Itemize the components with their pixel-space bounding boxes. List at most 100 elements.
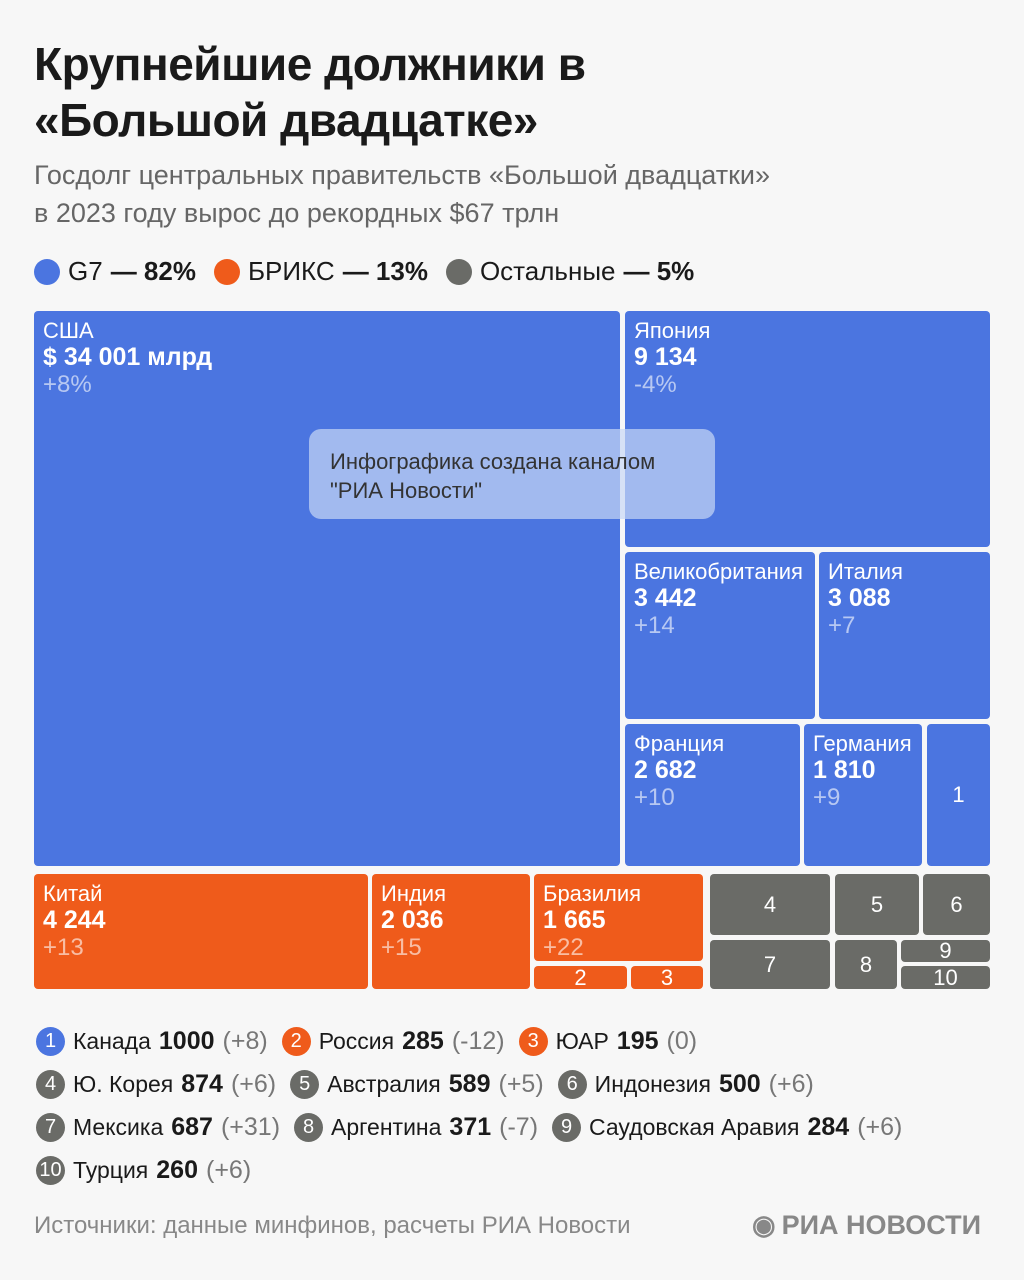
legend-dot [213, 258, 240, 285]
country-change: (+6) [206, 1156, 252, 1184]
legend-label: БРИКС [247, 256, 335, 286]
list-item: 7 Мексика 687 (+31) [36, 1113, 280, 1142]
legend-label: G7 [68, 256, 103, 286]
legend-dot [445, 258, 472, 285]
list-item: 4 Ю. Корея 874 (+6) [36, 1070, 276, 1099]
tile-numbered: 9 [901, 940, 990, 962]
number-badge: 9 [552, 1113, 582, 1142]
number-badge: 6 [557, 1070, 587, 1099]
country-change: (0) [666, 1027, 698, 1055]
tile-value: 4 244 [43, 906, 106, 934]
country-name: Австралия [327, 1071, 441, 1097]
tile-numbered: 5 [835, 874, 919, 935]
tile-numbered: 6 [923, 874, 990, 935]
country-name: Аргентина [331, 1114, 442, 1140]
tile-change: +7 [828, 612, 856, 639]
tile-numbered: 4 [710, 874, 830, 935]
number-badge: 7 [36, 1113, 65, 1142]
tile-change: +10 [634, 784, 675, 811]
ria-logo: ◉ РИА НОВОСТИ [752, 1210, 981, 1241]
country-value: 284 [807, 1113, 850, 1141]
tile-name: США [43, 318, 94, 343]
subtitle-line-1: Госдолг центральных правительств «Большо… [34, 160, 771, 190]
tile-name: Китай [43, 881, 103, 906]
tile-value: $ 34 001 млрд [43, 343, 213, 371]
country-change: (+8) [222, 1027, 268, 1055]
country-change: (+6) [230, 1070, 277, 1098]
country-value: 589 [448, 1070, 491, 1098]
country-value: 500 [718, 1070, 761, 1098]
title: Крупнейшие должники в «Большой двадцатке… [34, 38, 586, 146]
list-item: 3 ЮАР 195 (0) [518, 1027, 698, 1056]
tile-name: Бразилия [543, 881, 642, 906]
watermark: Инфографика создана каналом "РИА Новости… [309, 429, 715, 519]
country-change: (+5) [498, 1070, 544, 1098]
numbered-legend: 1 Канада 1000 (+8) 2 Россия 285 (-12) 3 ЮАР 195 (0)… [36, 1020, 996, 1192]
legend-share: — 5% [623, 256, 695, 286]
tile-value: 1 810 [813, 756, 876, 784]
legend-item: Остальные — 5% [445, 256, 695, 287]
legend-row: 10 Турция 260 (+6) [36, 1149, 996, 1192]
country-name: Индонезия [594, 1071, 711, 1097]
country-change: (+6) [768, 1070, 814, 1098]
tile-2: Великобритания 3 442 +14 [625, 552, 815, 719]
country-name: Канада [73, 1028, 151, 1054]
country-name: Саудовская Аравия [589, 1114, 800, 1140]
list-item: 8 Аргентина 371 (-7) [294, 1113, 538, 1142]
tile-0: США $ 34 001 млрд +8% [34, 311, 620, 866]
list-item: 1 Канада 1000 (+8) [36, 1027, 268, 1056]
tile-change: +13 [43, 934, 84, 961]
tile-6: Китай 4 244 +13 [34, 874, 368, 989]
logo-text: РИА НОВОСТИ [781, 1210, 982, 1240]
country-value: 371 [449, 1113, 492, 1141]
tile-change: +9 [813, 784, 841, 811]
list-item: 2 Россия 285 (-12) [281, 1027, 505, 1056]
country-value: 1000 [158, 1027, 215, 1055]
tile-numbered: 10 [901, 966, 990, 989]
tile-name: Италия [828, 559, 903, 584]
legend-row: 4 Ю. Корея 874 (+6) 5 Австралия 589 (+5) 6 Индоне… [36, 1063, 996, 1106]
legend-row: 7 Мексика 687 (+31) 8 Аргентина 371 (-7) 9 Саудов… [36, 1106, 996, 1149]
tile-value: 2 682 [634, 756, 697, 784]
tile-name: Япония [634, 318, 711, 343]
tile-numbered: 7 [710, 940, 830, 989]
subtitle: Госдолг центральных правительств «Большо… [34, 156, 770, 232]
tile-change: +15 [381, 934, 422, 961]
country-name: Россия [318, 1028, 395, 1054]
list-item: 5 Австралия 589 (+5) [290, 1070, 544, 1099]
country-value: 687 [171, 1113, 213, 1141]
legend-label: Остальные [479, 256, 616, 286]
tile-3: Италия 3 088 +7 [819, 552, 990, 719]
tile-name: Индия [381, 881, 447, 906]
country-value: 874 [181, 1070, 223, 1098]
country-change: (-7) [499, 1113, 539, 1141]
tile-8: Бразилия 1 665 +22 [534, 874, 703, 961]
tile-numbered: 2 [534, 966, 627, 989]
country-name: Ю. Корея [73, 1071, 174, 1097]
country-value: 260 [156, 1156, 198, 1184]
logo-icon: ◉ [752, 1210, 776, 1240]
tile-value: 3 088 [828, 584, 891, 612]
legend-share: — 13% [342, 256, 428, 286]
tile-name: Германия [813, 731, 912, 756]
list-item: 10 Турция 260 (+6) [36, 1156, 251, 1185]
legend-item: G7— 82% [34, 256, 196, 287]
country-change: (-12) [451, 1027, 505, 1055]
tile-change: +22 [543, 934, 584, 961]
tile-value: 9 134 [634, 343, 697, 371]
legend: G7— 82% БРИКС — 13% Остальные — 5% [34, 256, 694, 287]
number-badge: 4 [36, 1070, 65, 1099]
tile-value: 3 442 [634, 584, 697, 612]
country-value: 285 [402, 1027, 444, 1055]
subtitle-line-2: в 2023 году вырос до рекордных $67 трлн [34, 198, 560, 228]
legend-item: БРИКС — 13% [213, 256, 428, 287]
tile-name: Великобритания [634, 559, 803, 584]
country-name: ЮАР [555, 1028, 609, 1054]
country-name: Мексика [73, 1114, 164, 1140]
tile-change: -4% [634, 371, 677, 398]
country-change: (+6) [857, 1113, 903, 1141]
number-badge: 1 [36, 1027, 65, 1056]
tile-value: 2 036 [381, 906, 444, 934]
list-item: 6 Индонезия 500 (+6) [557, 1070, 814, 1099]
